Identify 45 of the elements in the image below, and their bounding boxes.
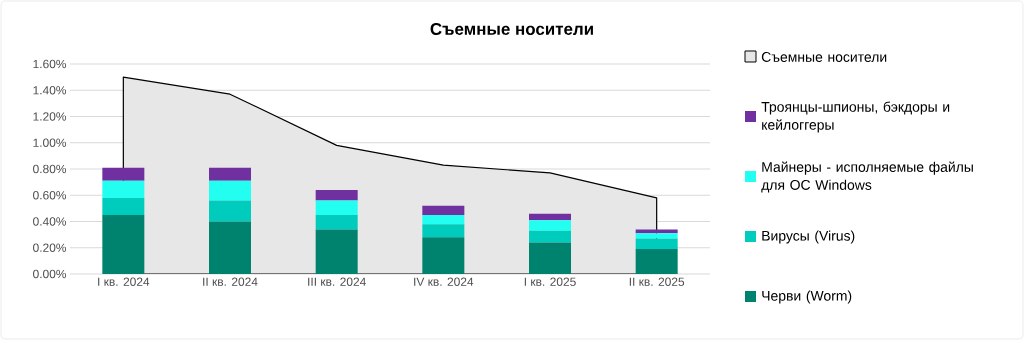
y-tick-label: 1.60% [33, 59, 67, 69]
x-tick-label: II кв. 2025 [629, 277, 685, 286]
x-tick-label: I кв. 2024 [98, 277, 150, 286]
x-tick-label: IV кв. 2024 [414, 277, 474, 286]
bar [635, 229, 678, 234]
y-tick-label: 0.80% [33, 164, 67, 174]
legend-label: Вирусы (Virus) [762, 230, 855, 244]
bar [315, 190, 358, 201]
bar [529, 213, 572, 221]
bar [422, 205, 465, 215]
bar [635, 249, 678, 274]
legend-label: Майнеры - исполняемые файлы для ОС Windows [761, 161, 973, 193]
bar [635, 233, 678, 239]
y-tick-label: 0.20% [33, 243, 67, 252]
x-tick-label: III кв. 2024 [308, 277, 366, 286]
y-tick-label: 1.40% [33, 86, 67, 95]
legend-label: Съемные носители [761, 52, 887, 62]
y-tick-label: 0.00% [33, 269, 67, 279]
y-tick-label: 1.20% [33, 112, 67, 121]
bar [209, 200, 251, 222]
bar [422, 214, 465, 225]
x-tick-label: I кв. 2025 [524, 277, 576, 286]
bar [315, 200, 358, 215]
bar [209, 221, 251, 274]
bar [209, 180, 251, 201]
legend-label: Троянцы-шпионы, бэкдоры и кейлоггеры [761, 101, 950, 133]
y-tick-label: 0.60% [33, 191, 67, 200]
bar [529, 230, 572, 243]
bar [102, 167, 145, 181]
bar [635, 238, 678, 250]
bar [422, 237, 465, 274]
bar [209, 167, 251, 181]
bar [102, 180, 145, 198]
bar [102, 214, 145, 274]
legend-label: Черви (Worm) [762, 290, 852, 304]
bar [422, 224, 465, 238]
chart-title: Съемные носители [430, 23, 593, 35]
y-tick-label: 0.40% [33, 217, 67, 226]
bar [102, 197, 145, 215]
x-tick-label: II кв. 2024 [203, 277, 258, 286]
y-tick-label: 1.00% [33, 138, 67, 147]
bar [315, 229, 358, 274]
bar [529, 242, 572, 274]
bar [315, 214, 358, 230]
bar [529, 220, 572, 231]
